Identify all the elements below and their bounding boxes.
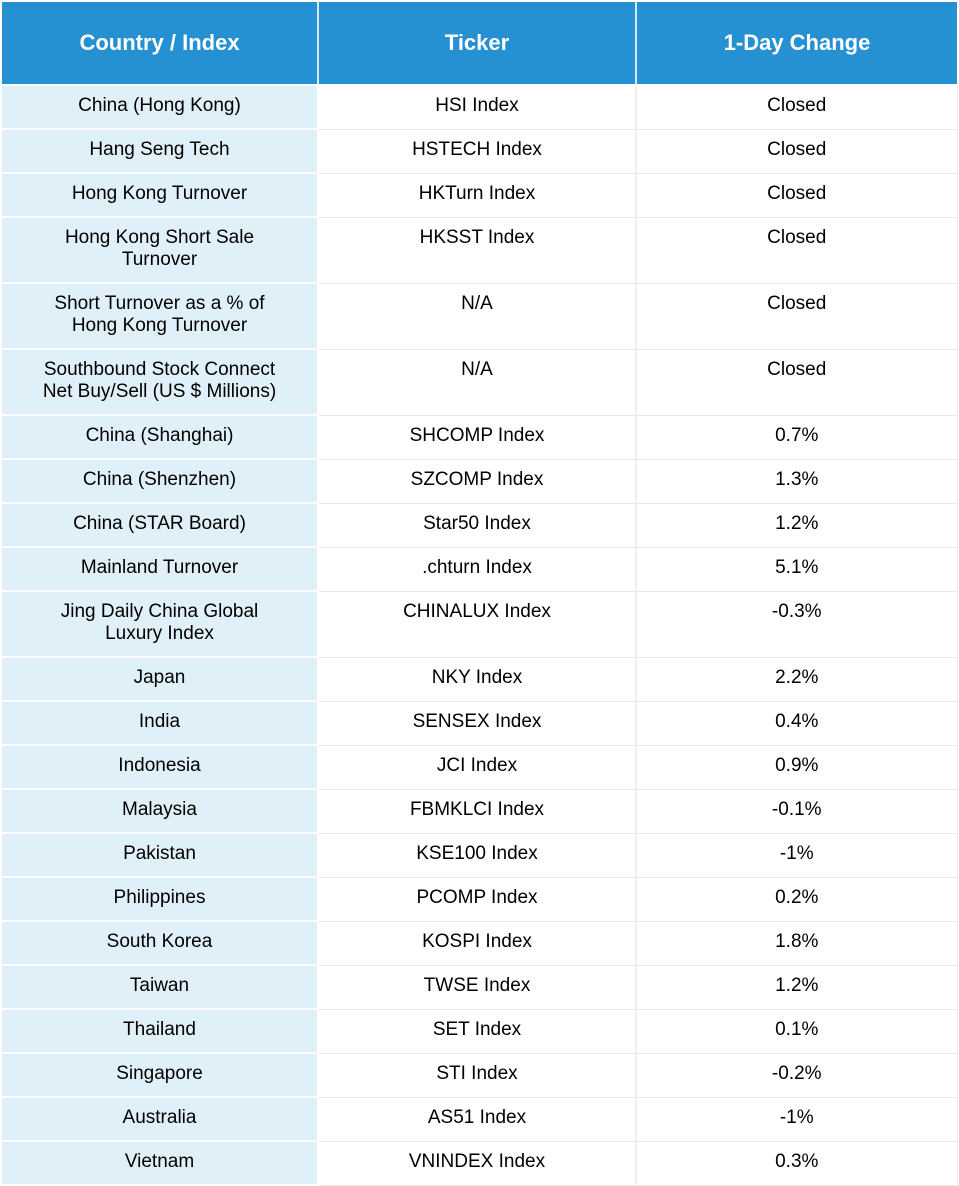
cell-ticker: Star50 Index [318,503,637,548]
table-row: Mainland Turnover .chturn Index 5.1% [2,547,958,592]
column-header-ticker: Ticker [318,2,637,86]
table-row: Thailand SET Index 0.1% [2,1009,958,1054]
cell-ticker: TWSE Index [318,965,637,1010]
cell-country: India [2,701,319,746]
cell-change: 0.3% [636,1141,958,1186]
cell-ticker: JCI Index [318,745,637,790]
cell-change: 0.2% [636,877,958,922]
table-row: China (STAR Board) Star50 Index 1.2% [2,503,958,548]
table-row: India SENSEX Index 0.4% [2,701,958,746]
cell-ticker: N/A [318,349,637,416]
table-row: Southbound Stock Connect Net Buy/Sell (U… [2,349,958,416]
table-row: Singapore STI Index -0.2% [2,1053,958,1098]
cell-ticker: HSTECH Index [318,129,637,174]
table-row: Jing Daily China Global Luxury Index CHI… [2,591,958,658]
cell-ticker: VNINDEX Index [318,1141,637,1186]
table-row: Japan NKY Index 2.2% [2,657,958,702]
cell-ticker: FBMKLCI Index [318,789,637,834]
cell-change: Closed [636,349,958,416]
cell-change: 0.4% [636,701,958,746]
cell-change: -0.1% [636,789,958,834]
table-row: China (Hong Kong) HSI Index Closed [2,85,958,130]
cell-change: 1.8% [636,921,958,966]
cell-country: Mainland Turnover [2,547,319,592]
cell-country: Philippines [2,877,319,922]
cell-ticker: AS51 Index [318,1097,637,1142]
cell-change: Closed [636,129,958,174]
table-row: Vietnam VNINDEX Index 0.3% [2,1141,958,1186]
cell-ticker: NKY Index [318,657,637,702]
cell-ticker: PCOMP Index [318,877,637,922]
cell-ticker: SHCOMP Index [318,415,637,460]
cell-ticker: HKSST Index [318,217,637,284]
cell-country: Pakistan [2,833,319,878]
cell-ticker: N/A [318,283,637,350]
cell-country: China (Shenzhen) [2,459,319,504]
column-header-country: Country / Index [2,2,319,86]
table-row: Short Turnover as a % of Hong Kong Turno… [2,283,958,350]
cell-country: Vietnam [2,1141,319,1186]
cell-change: 5.1% [636,547,958,592]
cell-change: 0.7% [636,415,958,460]
column-header-change: 1-Day Change [636,2,957,86]
cell-change: Closed [636,217,958,284]
cell-country: Hong Kong Turnover [2,173,319,218]
table-row: Indonesia JCI Index 0.9% [2,745,958,790]
cell-ticker: HKTurn Index [318,173,637,218]
cell-country: Thailand [2,1009,319,1054]
cell-change: 0.9% [636,745,958,790]
cell-country: Short Turnover as a % of Hong Kong Turno… [2,283,319,350]
cell-ticker: CHINALUX Index [318,591,637,658]
cell-country: Southbound Stock Connect Net Buy/Sell (U… [2,349,319,416]
cell-ticker: SZCOMP Index [318,459,637,504]
table-row: Australia AS51 Index -1% [2,1097,958,1142]
cell-country: Australia [2,1097,319,1142]
cell-ticker: STI Index [318,1053,637,1098]
cell-change: 1.3% [636,459,958,504]
cell-country: Jing Daily China Global Luxury Index [2,591,319,658]
table-row: China (Shenzhen) SZCOMP Index 1.3% [2,459,958,504]
cell-change: -0.2% [636,1053,958,1098]
table-row: Pakistan KSE100 Index -1% [2,833,958,878]
cell-country: China (Hong Kong) [2,85,319,130]
cell-change: Closed [636,173,958,218]
cell-country: Malaysia [2,789,319,834]
cell-change: 1.2% [636,503,958,548]
cell-change: Closed [636,85,958,130]
cell-change: -1% [636,1097,958,1142]
header-row: Country / Index Ticker 1-Day Change [2,2,957,86]
cell-country: Indonesia [2,745,319,790]
table-row: Hong Kong Short Sale Turnover HKSST Inde… [2,217,958,284]
cell-change: 0.1% [636,1009,958,1054]
table-row: Hang Seng Tech HSTECH Index Closed [2,129,958,174]
table-row: Malaysia FBMKLCI Index -0.1% [2,789,958,834]
cell-ticker: SENSEX Index [318,701,637,746]
table-row: South Korea KOSPI Index 1.8% [2,921,958,966]
cell-ticker: .chturn Index [318,547,637,592]
cell-country: Hong Kong Short Sale Turnover [2,217,319,284]
cell-ticker: KSE100 Index [318,833,637,878]
cell-ticker: SET Index [318,1009,637,1054]
cell-country: Taiwan [2,965,319,1010]
cell-ticker: HSI Index [318,85,637,130]
table-row: Philippines PCOMP Index 0.2% [2,877,958,922]
cell-country: China (Shanghai) [2,415,319,460]
cell-change: 2.2% [636,657,958,702]
table-row: Taiwan TWSE Index 1.2% [2,965,958,1010]
cell-country: Singapore [2,1053,319,1098]
cell-change: -1% [636,833,958,878]
table-row: Hong Kong Turnover HKTurn Index Closed [2,173,958,218]
cell-country: South Korea [2,921,319,966]
cell-country: China (STAR Board) [2,503,319,548]
cell-change: -0.3% [636,591,958,658]
cell-country: Japan [2,657,319,702]
cell-ticker: KOSPI Index [318,921,637,966]
cell-change: Closed [636,283,958,350]
table-row: China (Shanghai) SHCOMP Index 0.7% [2,415,958,460]
cell-country: Hang Seng Tech [2,129,319,174]
cell-change: 1.2% [636,965,958,1010]
